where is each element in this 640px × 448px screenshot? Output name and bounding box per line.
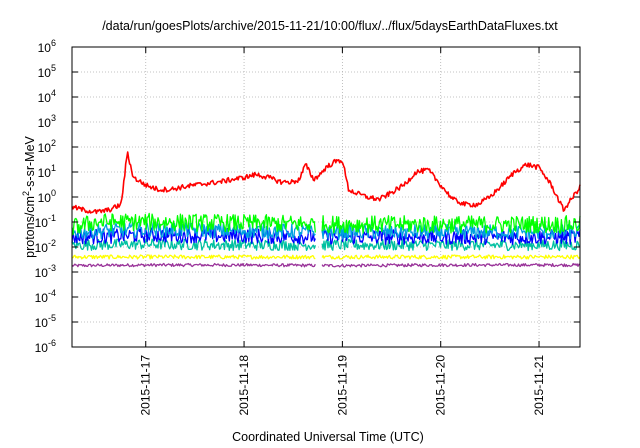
y-tick-base: 10 (38, 41, 52, 55)
y-tick-exp: -6 (48, 338, 56, 348)
y-tick-base: 10 (38, 191, 52, 205)
y-tick-base: 10 (35, 291, 49, 305)
x-tick-label: 2015-11-20 (434, 355, 448, 416)
y-tick-base: 10 (35, 341, 49, 355)
y-tick-base: 10 (38, 116, 52, 130)
y-tick-label: 100 (38, 188, 56, 205)
y-tick-label: 104 (38, 88, 56, 105)
y-tick-base: 10 (38, 166, 52, 180)
y-tick-label: 106 (38, 38, 56, 55)
y-tick-label: 10-2 (35, 238, 56, 255)
x-tick-label: 2015-11-21 (532, 355, 546, 416)
y-tick-exp: -5 (48, 313, 56, 323)
y-axis-label: protons/cm2-s-sr-MeV (21, 135, 37, 257)
y-tick-exp: -3 (48, 263, 56, 273)
x-tick-label: 2015-11-19 (335, 355, 349, 416)
y-tick-base: 10 (35, 216, 49, 230)
axes: 10-610-510-410-310-210-11001011021031041… (35, 38, 580, 416)
y-tick-label: 10-3 (35, 263, 56, 280)
y-tick-exp: 2 (51, 138, 56, 148)
y-axis-label-rest: -s-sr-MeV (23, 135, 37, 191)
x-tick-label: 2015-11-18 (237, 355, 251, 416)
y-tick-base: 10 (38, 141, 52, 155)
series-line (71, 254, 581, 260)
y-tick-base: 10 (38, 66, 52, 80)
y-tick-label: 101 (38, 163, 56, 180)
y-tick-base: 10 (35, 266, 49, 280)
y-tick-base: 10 (38, 91, 52, 105)
series-line (71, 212, 581, 236)
y-tick-label: 103 (38, 113, 56, 130)
y-axis-label-sup: 2 (21, 191, 31, 196)
y-tick-label: 10-1 (35, 213, 56, 230)
series-line (71, 262, 581, 268)
x-axis-label: Coordinated Universal Time (UTC) (232, 430, 424, 444)
y-tick-label: 10-5 (35, 313, 56, 330)
y-tick-exp: -4 (48, 288, 56, 298)
y-tick-exp: 1 (51, 163, 56, 173)
plot-frame (71, 46, 581, 348)
y-tick-exp: -2 (48, 238, 56, 248)
x-tick-label: 2015-11-17 (139, 355, 153, 416)
y-tick-label: 10-6 (35, 338, 56, 355)
y-tick-exp: -1 (48, 213, 56, 223)
y-tick-exp: 4 (51, 88, 56, 98)
y-tick-base: 10 (35, 316, 49, 330)
y-tick-exp: 6 (51, 38, 56, 48)
y-tick-label: 10-4 (35, 288, 56, 305)
series-line (71, 151, 581, 215)
series-layer (71, 151, 581, 268)
chart-title: /data/run/goesPlots/archive/2015-11-21/1… (102, 19, 558, 33)
y-tick-label: 105 (38, 63, 56, 80)
series-line (71, 238, 581, 252)
y-tick-exp: 3 (51, 113, 56, 123)
y-tick-exp: 0 (51, 188, 56, 198)
gridlines (72, 47, 580, 347)
y-tick-exp: 5 (51, 63, 56, 73)
y-axis-label-base: protons/cm (23, 196, 37, 258)
y-tick-label: 102 (38, 138, 56, 155)
y-tick-base: 10 (35, 241, 49, 255)
